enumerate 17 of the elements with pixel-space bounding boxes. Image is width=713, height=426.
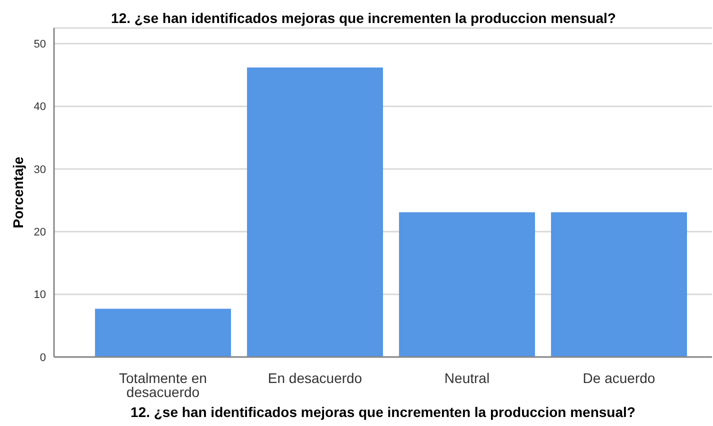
chart-title: 12. ¿se han identificados mejoras que incrementen la produccion mensual? [110, 9, 617, 27]
bar [551, 212, 687, 357]
x-axis-title: 12. ¿se han identificados mejoras que incrementen la produccion mensual? [130, 404, 636, 420]
x-tick-label: Totalmente en desacuerdo [119, 370, 207, 400]
y-tick-label: 50 [34, 38, 46, 51]
y-tick-label: 40 [34, 101, 46, 114]
y-axis-title: Porcentaje [10, 156, 26, 228]
y-tick-label: 20 [34, 226, 46, 239]
y-tick-label: 0 [40, 352, 46, 364]
bar [247, 67, 383, 357]
x-tick-label: En desacuerdo [268, 370, 362, 386]
bar [399, 212, 535, 357]
y-tick-label: 30 [34, 164, 46, 176]
x-tick-label: De acuerdo [582, 370, 656, 386]
x-tick-label: Neutral [444, 370, 490, 386]
y-tick-label: 10 [34, 289, 46, 302]
bar [95, 308, 231, 357]
